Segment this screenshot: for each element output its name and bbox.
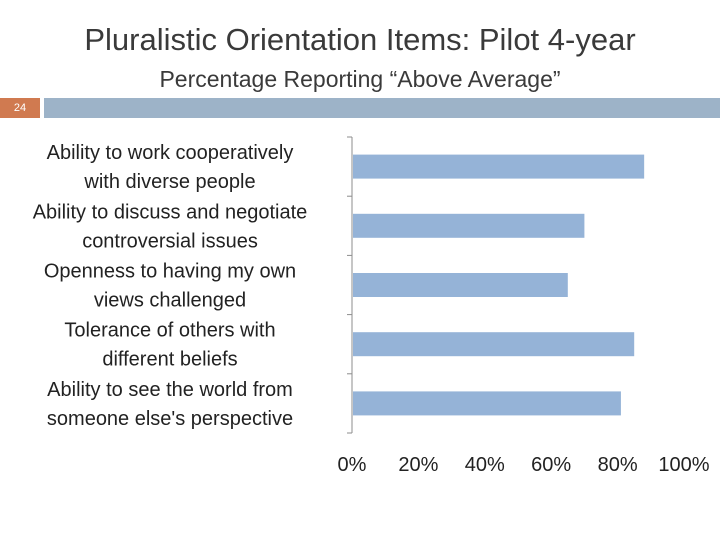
category-label: Openness to having my own views challenge… <box>44 261 296 312</box>
category-label: Tolerance of others with different belief… <box>64 320 275 371</box>
category-label: Ability to work cooperatively with divers… <box>47 142 294 193</box>
x-tick-label: 20% <box>398 454 438 476</box>
slide-subtitle: Percentage Reporting “Above Average” <box>159 66 561 92</box>
slide-number: 24 <box>0 98 40 118</box>
bar <box>353 332 635 357</box>
bar <box>353 154 645 179</box>
slide-title: Pluralistic Orientation Items: Pilot 4-y… <box>84 22 636 57</box>
bar <box>353 391 621 416</box>
bar <box>353 273 568 297</box>
x-tick-label: 0% <box>338 454 367 476</box>
x-tick-label: 80% <box>598 454 638 476</box>
x-tick-label: 40% <box>465 454 505 476</box>
category-label: Ability to see the world from someone els… <box>47 379 293 430</box>
bar <box>353 213 585 238</box>
header-accent-band <box>44 98 720 118</box>
x-tick-label: 100% <box>658 454 709 476</box>
category-label: Ability to discuss and negotiate controve… <box>33 201 308 252</box>
x-tick-label: 60% <box>531 454 571 476</box>
